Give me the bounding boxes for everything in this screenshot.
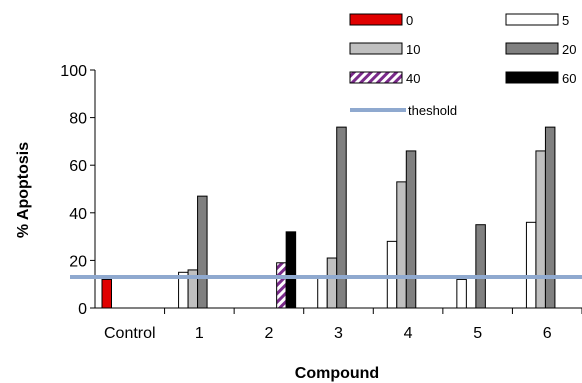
legend-label-10: 10: [406, 42, 420, 57]
legend-swatch-5: [505, 13, 559, 26]
bar-5-3: [317, 276, 328, 309]
axes: 0 20 40 60 80 100 Control 1 2 3 4 5 6: [60, 63, 582, 342]
legend-label-40: 40: [406, 71, 420, 86]
legend-swatch-40: [349, 71, 403, 84]
bars: [101, 126, 556, 309]
bar-5-5: [456, 278, 467, 309]
bar-10-3: [326, 257, 338, 309]
legend-swatch-20: [505, 42, 559, 55]
legend-swatch-60: [505, 71, 559, 84]
legend-label-5: 5: [562, 13, 569, 28]
legend-label-60: 60: [562, 71, 576, 86]
bar-20-3: [336, 126, 347, 309]
bar-10-6: [535, 150, 546, 309]
bar-0-Control: [101, 278, 112, 309]
x-tick-label: 3: [334, 325, 343, 342]
y-tick-label: 60: [69, 158, 87, 175]
legend-label-threshold: theshold: [408, 103, 457, 118]
x-tick-label: 6: [543, 325, 552, 342]
bar-60-2: [285, 231, 297, 309]
y-axis-title: % Apoptosis: [15, 142, 32, 238]
y-tick-label: 0: [78, 301, 87, 318]
x-tick-label: 5: [473, 325, 482, 342]
bar-20-4: [405, 150, 417, 309]
legend-label-20: 20: [562, 42, 576, 57]
bar-20-1: [197, 195, 208, 309]
y-tick-label: 80: [69, 111, 87, 128]
x-tick-label: 4: [404, 325, 413, 342]
x-tick-label: 2: [264, 325, 273, 342]
bar-10-4: [396, 181, 407, 309]
bar-40-2: [276, 262, 287, 309]
bar-5-6: [525, 221, 537, 309]
y-tick-label: 40: [69, 206, 87, 223]
legend: 0 5 10 20 40 60 theshold: [349, 13, 576, 118]
legend-label-0: 0: [406, 13, 413, 28]
x-tick-label: Control: [104, 325, 156, 342]
bar-20-5: [475, 224, 486, 309]
bar-5-4: [386, 240, 398, 309]
y-tick-label: 20: [69, 253, 87, 270]
bar-20-6: [544, 126, 556, 309]
x-tick-label: 1: [195, 325, 204, 342]
x-axis-title: Compound: [295, 365, 379, 382]
y-tick-label: 100: [60, 63, 87, 80]
legend-swatch-10: [349, 42, 403, 55]
legend-swatch-0: [349, 13, 403, 26]
